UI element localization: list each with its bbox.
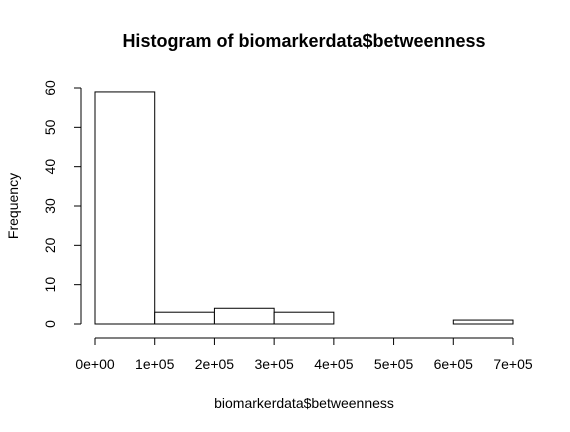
x-tick-label-6: 6e+05 (434, 356, 474, 372)
histogram-bar-6 (452, 319, 514, 325)
y-tick-label-5: 50 (42, 119, 58, 135)
y-tick-label-0: 0 (42, 320, 58, 328)
y-tick-label-6: 60 (42, 80, 58, 96)
y-axis-label: Frequency (5, 173, 21, 239)
x-tick-label-2: 2e+05 (195, 356, 235, 372)
y-tick-label-3: 30 (42, 198, 58, 214)
histogram-bar-1 (154, 311, 215, 325)
histogram-bar-3 (273, 311, 335, 325)
x-tick-label-7: 7e+05 (493, 356, 533, 372)
x-tick-label-1: 1e+05 (135, 356, 175, 372)
histogram-bar-0 (94, 91, 156, 325)
y-axis: 0 10 20 30 40 50 60 (42, 80, 82, 328)
bars-group (94, 91, 514, 325)
x-tick-label-0: 0e+00 (75, 356, 115, 372)
x-tick-label-3: 3e+05 (254, 356, 294, 372)
histogram-bar-2 (213, 307, 275, 325)
y-tick-label-4: 40 (42, 159, 58, 175)
y-tick-label-2: 20 (42, 237, 58, 253)
x-axis: 0e+00 1e+05 2e+05 3e+05 4e+05 5e+05 6e+05 7e+05 (75, 337, 533, 372)
y-tick-label-1: 10 (42, 277, 58, 293)
x-axis-label: biomarkerdata$betweenness (214, 395, 394, 411)
x-tick-label-4: 4e+05 (314, 356, 354, 372)
chart-title: Histogram of biomarkerdata$betweenness (122, 31, 485, 51)
x-tick-label-5: 5e+05 (374, 356, 414, 372)
